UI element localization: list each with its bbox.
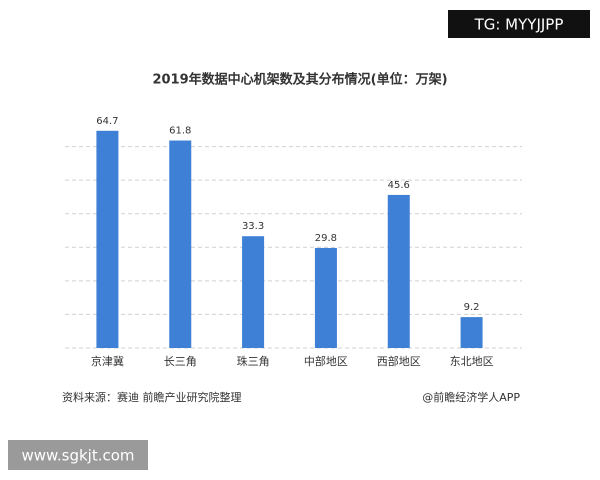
x-tick-label: 长三角 <box>164 355 197 368</box>
data-label: 64.7 <box>96 116 118 127</box>
bar <box>387 194 410 348</box>
top-tag: TG: MYYJJPP <box>474 16 564 34</box>
chart-title: 2019年数据中心机架数及其分布情况(单位：万架) <box>152 72 447 88</box>
credit: @前瞻经济学人APP <box>422 390 520 404</box>
bar <box>169 140 192 348</box>
x-tick-label: 珠三角 <box>237 354 270 368</box>
bar <box>96 130 119 348</box>
x-tick-label: 西部地区 <box>377 354 421 368</box>
x-tick-label: 东北地区 <box>450 355 494 368</box>
data-label: 61.8 <box>169 126 191 137</box>
bar <box>242 236 265 348</box>
source: 资料来源：赛迪 前瞻产业研究院整理 <box>62 390 242 404</box>
bar <box>460 317 483 348</box>
x-tick-label: 中部地区 <box>304 354 348 368</box>
x-tick-label: 京津冀 <box>91 354 124 368</box>
bottom-tag: www.sgkjt.com <box>21 447 134 465</box>
top-tag-box <box>448 10 590 38</box>
data-label: 29.8 <box>315 233 337 244</box>
data-label: 9.2 <box>464 302 480 313</box>
bar <box>314 247 337 348</box>
bottom-tag-box <box>8 440 148 470</box>
data-label: 45.6 <box>388 180 410 191</box>
data-label: 33.3 <box>242 221 264 232</box>
